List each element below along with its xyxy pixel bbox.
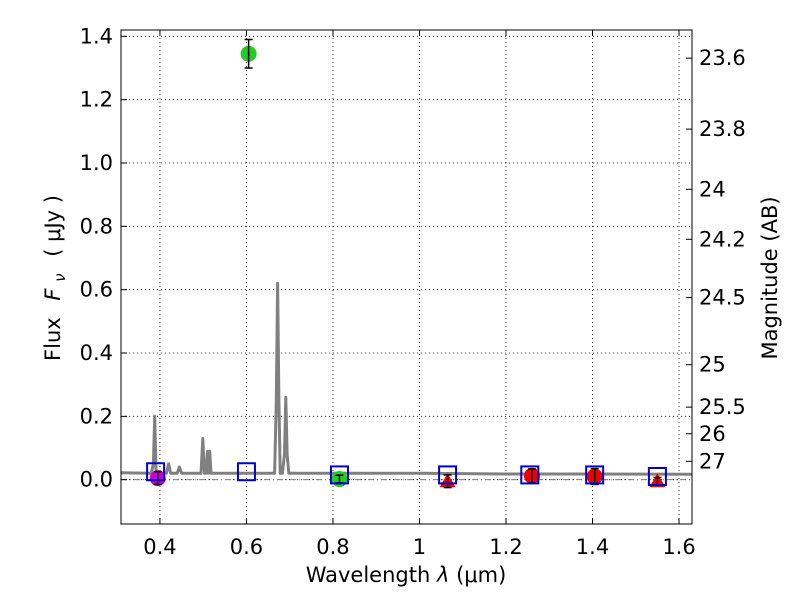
model-point-square (236, 462, 256, 482)
model-spectrum-line (120, 281, 693, 476)
y-axis-label: Flux F ν ( μJy ) (41, 195, 70, 361)
y-tick-label: 1.4 (80, 24, 113, 48)
y-tick-label: 0.0 (80, 468, 113, 492)
x-axis-label-symbol: λ (436, 563, 449, 587)
y-tick-label: 0.6 (80, 278, 113, 302)
mag-tick-label: 23.8 (699, 117, 746, 141)
mag-tick-label: 26 (699, 422, 726, 446)
y2-axis-label: Magnitude (AB) (758, 196, 782, 359)
y-tick-label: 0.4 (80, 341, 113, 365)
mag-tick-label: 27 (699, 449, 726, 473)
y-axis-label-unit: ( μJy ) (41, 195, 65, 257)
axis-layer: 0.4 0.6 0.8 1 1.2 1.4 1.6 0.0 0.2 0.4 0.6 0.8 1.0 1.2… (80, 24, 746, 559)
y-tick-label: 1.0 (80, 151, 113, 175)
x-axis-label: Wavelength λ (μm) (306, 563, 507, 587)
model-point-square (520, 465, 540, 485)
grid-layer (121, 30, 692, 524)
y-axis-label-symbol: F (41, 288, 65, 301)
x-tick-label: 0.4 (143, 535, 176, 559)
mag-tick-label: 24.5 (699, 286, 746, 310)
mag-tick-label: 24 (699, 177, 726, 201)
mag-tick-label: 25.5 (699, 395, 746, 419)
x-tick-label: 1.6 (662, 535, 695, 559)
model-point-square (329, 465, 349, 485)
x-axis-label-prefix: Wavelength (306, 563, 431, 587)
y-tick-label: 1.2 (80, 88, 113, 112)
model-point-square (146, 462, 166, 482)
model-point-square (438, 465, 458, 485)
y-tick-label: 0.2 (80, 404, 113, 428)
x-axis-label-unit: (μm) (456, 563, 506, 587)
x-tick-label: 1.4 (576, 535, 609, 559)
mag-tick-label: 24.2 (699, 227, 746, 251)
model-point-square (647, 467, 667, 486)
model-point-square (585, 465, 605, 485)
mag-tick-label: 23.6 (699, 46, 746, 70)
x-tick-label: 0.8 (316, 535, 349, 559)
x-tick-label: 0.6 (230, 535, 263, 559)
series-layer (120, 38, 693, 489)
plot-frame (120, 29, 693, 525)
y-tick-label: 0.8 (80, 214, 113, 238)
mag-tick-label: 25 (699, 353, 726, 377)
y-axis-label-prefix: Flux (41, 317, 65, 361)
x-tick-label: 1.2 (489, 535, 522, 559)
y-axis-label-subscript: ν (51, 273, 69, 281)
x-tick-label: 1 (413, 535, 426, 559)
